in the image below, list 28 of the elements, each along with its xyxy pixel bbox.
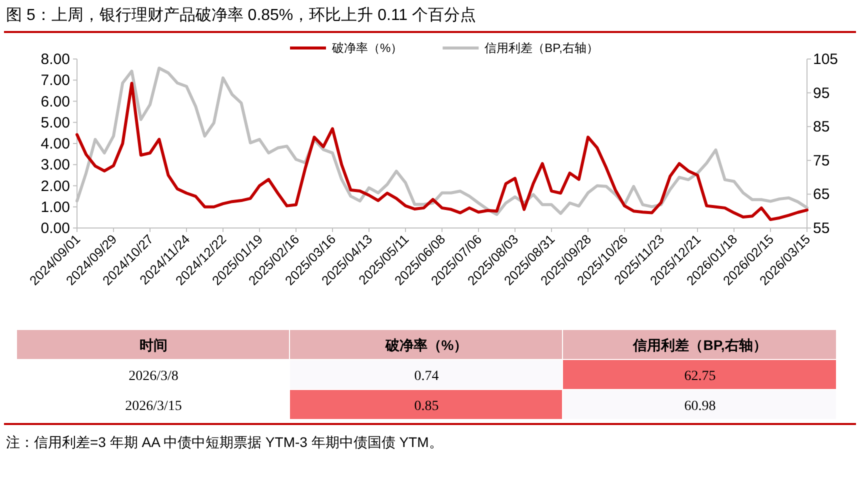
text: 信用利差（BP,右轴） xyxy=(632,337,767,353)
y-tick-label: 7.00 xyxy=(40,72,70,90)
y-tick-label: 8.00 xyxy=(40,51,70,68)
text: 注：信用利差=3 年期 AA 中债中短期票据 YTM-3 年期中债国债 YTM。 xyxy=(6,434,443,450)
text: 2026/3/8 xyxy=(128,369,178,384)
y-tick-label: 4.00 xyxy=(40,136,70,152)
text: 62.75 xyxy=(684,369,716,384)
y-tick-label: 0.00 xyxy=(40,220,70,237)
y2-tick-label: 105 xyxy=(813,51,838,68)
y2-tick-label: 75 xyxy=(813,152,830,170)
text: 0.85 xyxy=(414,399,439,414)
text: 时间 xyxy=(140,337,168,353)
y2-tick-label: 95 xyxy=(813,84,830,102)
y-tick-label: 6.00 xyxy=(40,93,70,110)
legend-label: 破净率（%） xyxy=(331,41,403,55)
text: 2026/3/15 xyxy=(125,399,182,414)
chart-title: 图 5：上周，银行理财产品破净率 0.85%，环比上升 0.11 个百分点 xyxy=(6,6,476,24)
y-tick-label: 5.00 xyxy=(40,114,70,132)
legend-label: 信用利差（BP,右轴） xyxy=(484,41,598,55)
y2-tick-label: 55 xyxy=(813,220,830,237)
y2-tick-label: 85 xyxy=(813,118,830,136)
text: 60.98 xyxy=(684,399,716,414)
text: 破净率（%） xyxy=(384,337,468,353)
y-tick-label: 1.00 xyxy=(40,198,70,216)
y-tick-label: 2.00 xyxy=(40,178,70,195)
y2-tick-label: 65 xyxy=(813,186,830,204)
text: 0.74 xyxy=(414,369,439,384)
y-tick-label: 3.00 xyxy=(40,156,70,174)
